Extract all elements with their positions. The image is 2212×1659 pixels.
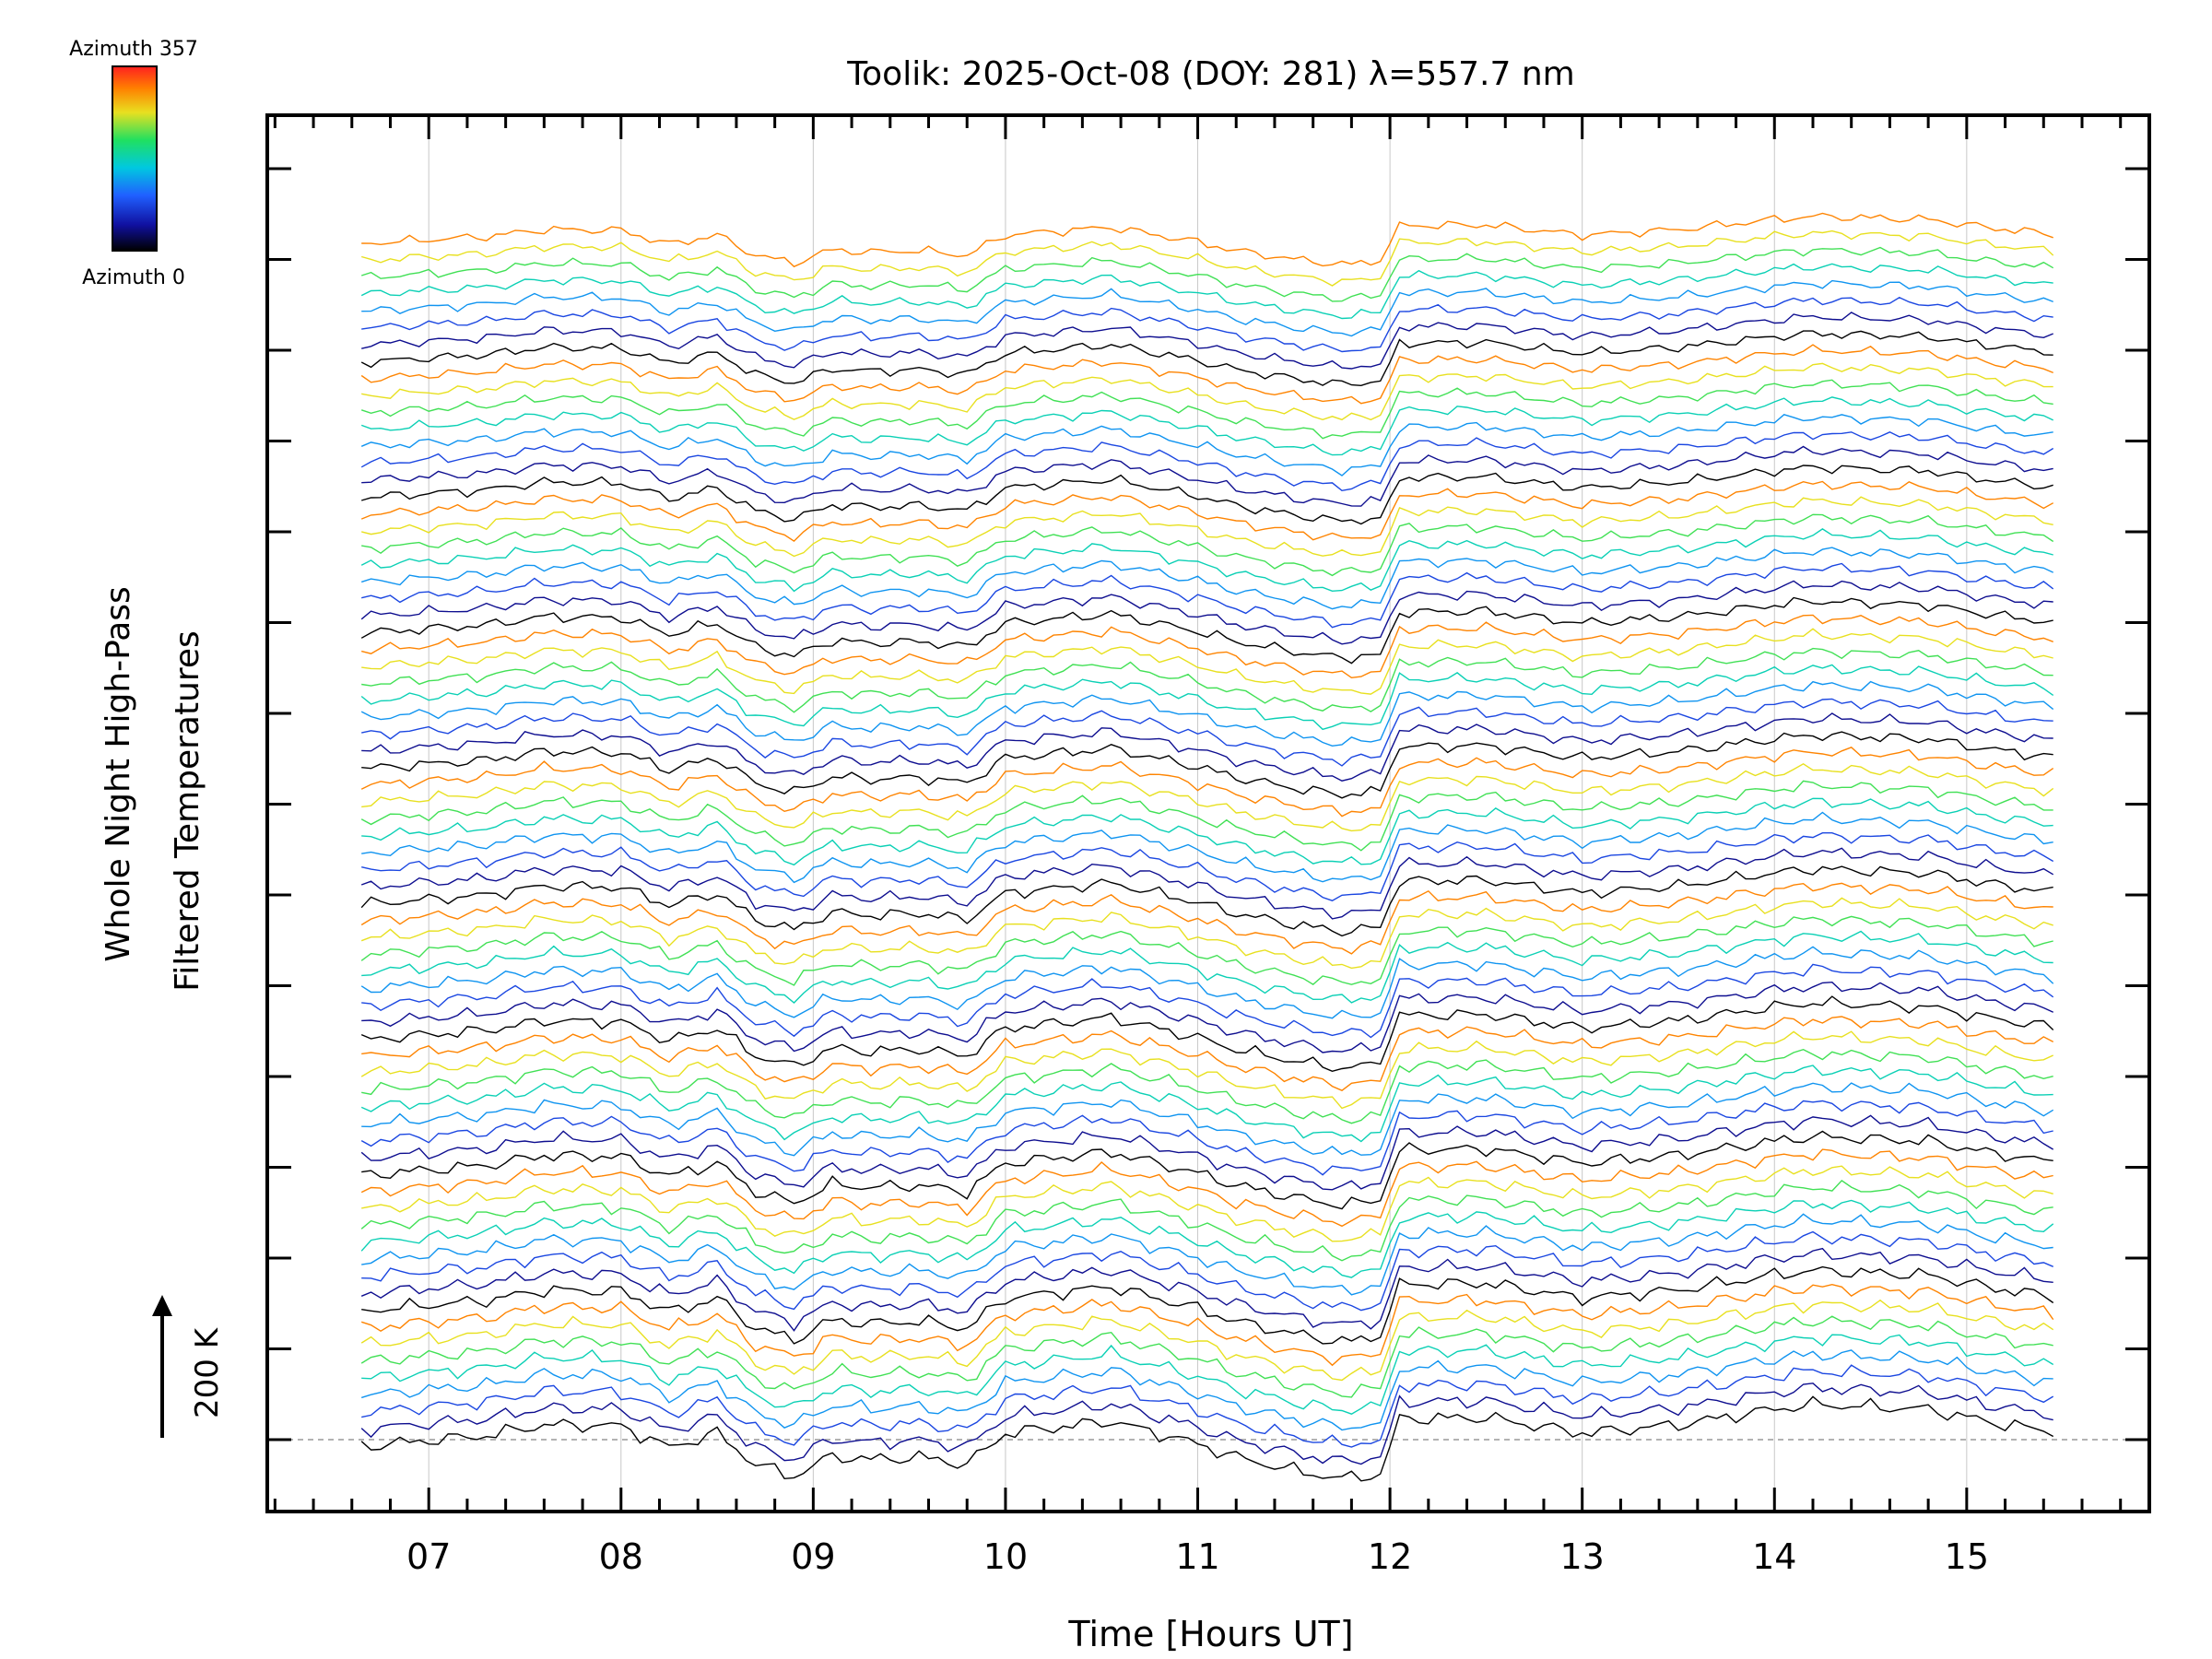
series-line-39 xyxy=(360,746,2054,818)
x-tick-label-10: 10 xyxy=(983,1536,1028,1577)
series-line-52 xyxy=(360,528,2053,593)
series-line-40 xyxy=(361,731,2053,799)
series-line-23 xyxy=(361,1016,2054,1092)
series-line-54 xyxy=(361,496,2053,558)
series-line-65 xyxy=(361,312,2053,370)
x-tick-label-15: 15 xyxy=(1945,1536,1989,1577)
series-line-56 xyxy=(361,465,2053,525)
series-line-67 xyxy=(361,279,2053,337)
series-line-64 xyxy=(360,330,2053,387)
series-line-10 xyxy=(361,1230,2053,1312)
series-line-61 xyxy=(360,379,2053,440)
series-line-17 xyxy=(360,1114,2054,1191)
x-axis-label: Time [Hours UT] xyxy=(1067,1614,1353,1654)
series-line-70 xyxy=(361,229,2054,287)
series-line-15 xyxy=(360,1148,2053,1228)
series-line-8 xyxy=(361,1265,2054,1345)
series-line-43 xyxy=(360,680,2054,747)
x-tick-label-09: 09 xyxy=(791,1536,835,1577)
series-line-41 xyxy=(361,712,2053,782)
scale-label: 200 K xyxy=(189,1326,226,1418)
x-tick-label-14: 14 xyxy=(1752,1536,1796,1577)
series-line-63 xyxy=(360,344,2053,405)
series-line-5 xyxy=(360,1315,2053,1398)
x-tick-label-07: 07 xyxy=(406,1536,451,1577)
x-tick-label-13: 13 xyxy=(1560,1536,1605,1577)
series-line-68 xyxy=(360,263,2053,320)
series-line-62 xyxy=(361,362,2053,421)
series-line-13 xyxy=(360,1179,2053,1262)
series-line-19 xyxy=(361,1082,2054,1157)
series-line-58 xyxy=(360,431,2054,492)
series-line-33 xyxy=(360,847,2054,920)
series-line-37 xyxy=(360,780,2053,852)
colorbar-top-label: Azimuth 357 xyxy=(69,38,198,61)
series-line-9 xyxy=(360,1247,2053,1332)
series-line-0 xyxy=(360,1395,2054,1482)
series-line-47 xyxy=(361,614,2053,679)
series-line-57 xyxy=(361,445,2053,507)
series-line-28 xyxy=(361,930,2053,1004)
series-line-16 xyxy=(361,1130,2053,1210)
series-line-22 xyxy=(360,1030,2053,1110)
series-line-11 xyxy=(361,1213,2053,1296)
series-line-26 xyxy=(361,963,2054,1039)
series-line-34 xyxy=(361,832,2054,901)
scale-indicator: 200 K xyxy=(152,1295,226,1438)
x-tick-labels: 07 08 09 10 11 12 13 14 15 xyxy=(406,1536,1989,1577)
series-line-24 xyxy=(360,995,2054,1073)
series-line-59 xyxy=(360,414,2053,477)
series-group xyxy=(360,212,2054,1482)
plot-frame xyxy=(265,113,2151,1513)
series-line-3 xyxy=(360,1349,2053,1431)
series-line-18 xyxy=(360,1100,2053,1176)
series-line-50 xyxy=(361,562,2054,629)
series-line-32 xyxy=(360,865,2053,937)
series-line-2 xyxy=(361,1364,2054,1448)
series-line-25 xyxy=(361,981,2053,1053)
series-line-12 xyxy=(360,1199,2054,1278)
series-line-36 xyxy=(361,797,2053,866)
series-line-20 xyxy=(360,1065,2053,1143)
y-axis-label-line2: Filtered Temperatures xyxy=(169,630,206,992)
series-line-53 xyxy=(361,513,2054,577)
series-line-38 xyxy=(361,762,2054,832)
series-line-49 xyxy=(360,580,2053,645)
series-line-30 xyxy=(360,897,2053,970)
series-line-27 xyxy=(360,946,2054,1019)
series-line-6 xyxy=(360,1299,2054,1382)
series-line-46 xyxy=(361,628,2053,695)
scale-arrowhead xyxy=(152,1295,172,1316)
series-line-29 xyxy=(360,915,2053,986)
colorbar xyxy=(112,65,158,252)
chart-title: Toolik: 2025-Oct-08 (DOY: 281) λ=557.7 n… xyxy=(846,55,1574,93)
series-line-45 xyxy=(361,647,2053,713)
y-axis-label: Whole Night High-Pass Filtered Temperatu… xyxy=(100,586,206,992)
x-tick-label-12: 12 xyxy=(1368,1536,1412,1577)
series-line-66 xyxy=(361,297,2053,353)
series-line-51 xyxy=(360,547,2053,610)
series-line-35 xyxy=(361,811,2053,884)
series-line-48 xyxy=(360,596,2053,665)
series-line-60 xyxy=(360,396,2054,456)
y-axis-label-line1: Whole Night High-Pass xyxy=(100,586,137,962)
colorbar-bottom-label: Azimuth 0 xyxy=(82,266,185,289)
series-line-14 xyxy=(361,1165,2053,1242)
series-line-69 xyxy=(360,246,2054,302)
x-tick-label-08: 08 xyxy=(599,1536,643,1577)
axes xyxy=(265,113,2151,1513)
series-line-42 xyxy=(361,698,2053,767)
series-line-4 xyxy=(361,1334,2054,1415)
series-line-7 xyxy=(360,1283,2054,1367)
series-line-21 xyxy=(361,1048,2053,1124)
series-line-71 xyxy=(361,212,2053,268)
series-line-44 xyxy=(360,664,2054,731)
x-tick-label-11: 11 xyxy=(1175,1536,1219,1577)
series-line-31 xyxy=(360,882,2053,955)
gridlines xyxy=(267,115,2149,1512)
series-line-1 xyxy=(360,1382,2053,1465)
series-line-55 xyxy=(360,480,2054,542)
